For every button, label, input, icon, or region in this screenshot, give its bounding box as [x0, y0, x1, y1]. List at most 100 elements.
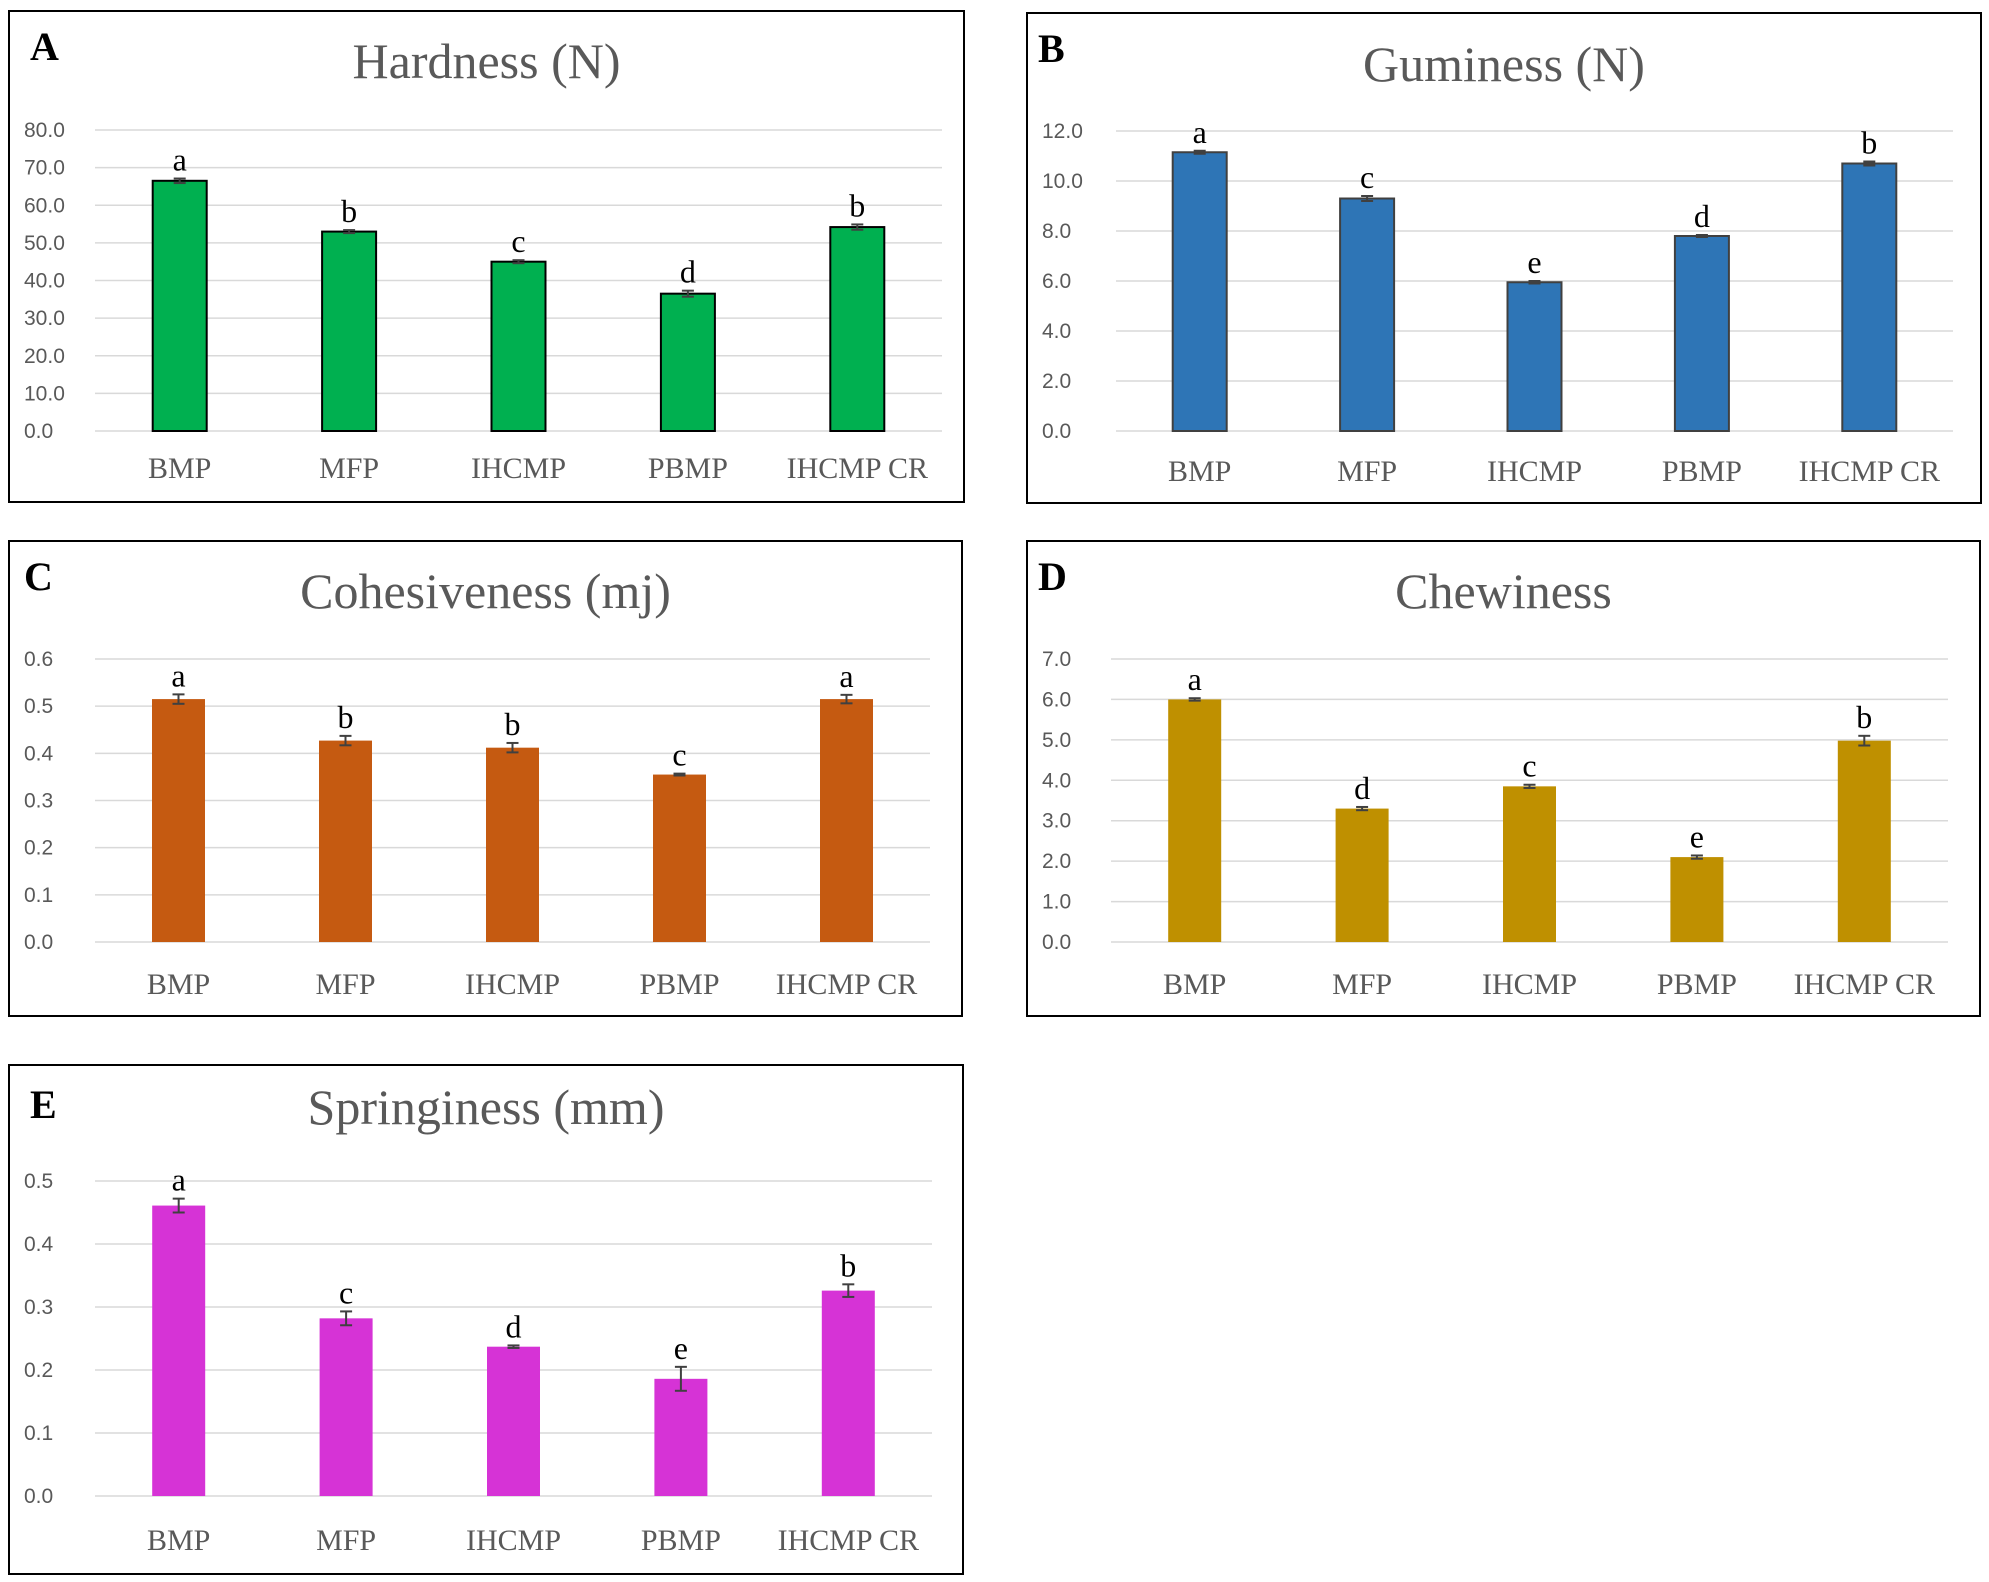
significance-label-c: c	[672, 737, 686, 773]
error-bar-b	[1528, 280, 1541, 285]
significance-label-a: b	[849, 187, 865, 223]
error-bar-a	[851, 223, 864, 231]
bar-c	[319, 740, 372, 942]
significance-label-d: d	[1354, 770, 1370, 806]
x-tick-label-b: BMP	[1168, 455, 1231, 488]
chart-svg-b: B Guminess (N) 0.0 2.0 4.0 6.0 8.0 10.0 12.0 a BMP…	[1038, 26, 1953, 488]
y-tick-label-a: 10.0	[24, 382, 65, 405]
y-tick-label-b: 2.0	[1042, 370, 1071, 393]
chart-panel-d: D Chewiness 0.0 1.0 2.0 3.0 4.0 5.0 6.0 7.0 a BMP d M…	[1026, 540, 1981, 1017]
x-tick-label-e: IHCMP	[466, 1524, 561, 1557]
bar-d	[1335, 808, 1389, 942]
significance-label-b: a	[1193, 114, 1207, 150]
significance-label-c: b	[338, 699, 354, 735]
x-tick-label-c: MFP	[315, 968, 375, 1001]
error-bar-b	[1695, 234, 1708, 238]
x-tick-label-c: BMP	[147, 968, 210, 1001]
chart-svg-a: A Hardness (N) 0.0 10.0 20.0 30.0 40.0 50.0 60.0…	[24, 24, 942, 485]
y-tick-label-a: 40.0	[24, 270, 65, 293]
chart-svg-d: D Chewiness 0.0 1.0 2.0 3.0 4.0 5.0 6.0 7.0 a BMP d M…	[1038, 554, 1948, 1001]
chart-title-a: Hardness (N)	[353, 33, 621, 89]
error-bar-e	[842, 1283, 855, 1298]
error-bar-a	[512, 259, 525, 265]
x-tick-label-d: MFP	[1332, 968, 1392, 1001]
error-bar-d	[1858, 734, 1871, 747]
x-tick-label-c: IHCMP	[465, 968, 560, 1001]
significance-label-a: b	[341, 193, 357, 229]
bar-c	[486, 747, 539, 942]
y-tick-label-a: 20.0	[24, 345, 65, 368]
y-tick-label-a: 0.0	[24, 420, 53, 443]
error-bar-c	[506, 741, 519, 754]
y-tick-label-e: 0.1	[24, 1422, 53, 1445]
y-tick-label-d: 1.0	[1042, 891, 1071, 914]
chart-title-e: Springiness (mm)	[308, 1079, 665, 1135]
error-bar-a	[343, 229, 356, 235]
significance-label-c: a	[171, 657, 185, 693]
bar-b	[1339, 197, 1396, 432]
error-bar-a	[173, 177, 186, 185]
y-tick-label-e: 0.3	[24, 1296, 53, 1319]
significance-label-b: b	[1861, 125, 1877, 161]
bar-a	[659, 292, 716, 433]
significance-label-e: c	[339, 1274, 353, 1310]
chart-panel-c: C Cohesiveness (mj) 0.0 0.1 0.2 0.3 0.4 0.5 0.6 a…	[8, 540, 963, 1017]
error-bar-e	[507, 1344, 520, 1349]
x-tick-label-a: BMP	[148, 452, 211, 485]
panel-letter-c: C	[24, 554, 53, 599]
significance-label-e: d	[506, 1308, 522, 1344]
bar-e	[319, 1318, 373, 1496]
error-bar-d	[1523, 783, 1536, 789]
y-tick-label-c: 0.3	[24, 790, 53, 813]
chart-panel-e: E Springiness (mm) 0.0 0.1 0.2 0.3 0.4 0.5 a BMP c…	[8, 1064, 964, 1575]
significance-label-e: a	[172, 1162, 186, 1198]
y-tick-label-c: 0.2	[24, 837, 53, 860]
significance-label-d: a	[1188, 661, 1202, 697]
y-tick-label-c: 0.5	[24, 695, 53, 718]
bar-d	[1503, 786, 1556, 942]
chart-title-d: Chewiness	[1395, 563, 1612, 619]
bar-e	[152, 1205, 206, 1496]
x-tick-label-d: IHCMP CR	[1794, 968, 1935, 1001]
error-bar-c	[339, 734, 352, 747]
significance-label-a: c	[511, 223, 525, 259]
y-tick-label-b: 0.0	[1042, 420, 1071, 443]
y-tick-label-a: 70.0	[24, 157, 65, 180]
x-tick-label-d: BMP	[1163, 968, 1226, 1001]
chart-svg-e: E Springiness (mm) 0.0 0.1 0.2 0.3 0.4 0.5 a BMP c…	[24, 1079, 932, 1557]
chart-svg-c: C Cohesiveness (mj) 0.0 0.1 0.2 0.3 0.4 0.5 0.6 a…	[24, 554, 930, 1001]
error-bar-d	[1690, 854, 1703, 860]
error-bar-b	[1361, 195, 1374, 202]
y-tick-label-c: 0.4	[24, 742, 54, 765]
bar-b	[1673, 235, 1730, 432]
panel-letter-b: B	[1038, 26, 1065, 71]
bar-c	[653, 774, 706, 942]
error-bar-d	[1356, 805, 1369, 812]
panel-letter-e: E	[30, 1082, 57, 1127]
bar-d	[1670, 857, 1724, 942]
error-bar-e	[172, 1197, 185, 1214]
chart-panel-a: A Hardness (N) 0.0 10.0 20.0 30.0 40.0 50.0 60.0…	[8, 10, 965, 503]
significance-label-d: e	[1690, 818, 1704, 854]
significance-label-c: b	[505, 706, 521, 742]
x-tick-label-a: IHCMP CR	[787, 452, 928, 485]
significance-label-d: c	[1522, 748, 1536, 784]
y-tick-label-b: 8.0	[1042, 220, 1071, 243]
y-tick-label-b: 6.0	[1042, 270, 1071, 293]
x-tick-label-b: PBMP	[1662, 455, 1742, 488]
bar-e	[487, 1346, 540, 1496]
bar-d	[1168, 699, 1222, 942]
y-tick-label-d: 0.0	[1042, 931, 1071, 954]
y-tick-label-d: 2.0	[1042, 850, 1071, 873]
significance-label-a: a	[173, 142, 187, 178]
y-tick-label-e: 0.0	[24, 1485, 53, 1508]
significance-label-b: d	[1694, 198, 1710, 234]
y-tick-label-e: 0.4	[24, 1233, 54, 1256]
bar-b	[1841, 162, 1898, 432]
chart-title-b: Guminess (N)	[1363, 36, 1645, 92]
x-tick-label-a: PBMP	[648, 452, 728, 485]
error-bar-c	[673, 772, 686, 777]
y-tick-label-d: 6.0	[1042, 688, 1071, 711]
bar-e	[821, 1290, 875, 1496]
x-tick-label-a: MFP	[319, 452, 379, 485]
